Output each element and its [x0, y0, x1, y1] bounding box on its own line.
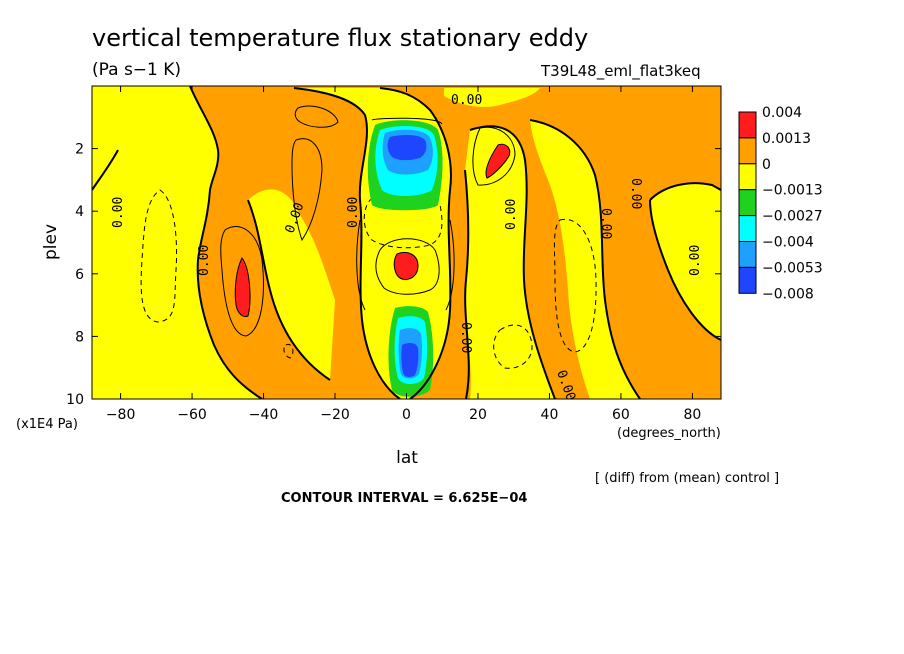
- y-tick-label: 8: [75, 329, 84, 345]
- contour-label: 0.00: [458, 322, 473, 353]
- colorbar-swatch: [738, 215, 757, 243]
- x-tick-label: 20: [469, 407, 487, 423]
- contour-label: 0.00: [688, 245, 703, 276]
- red-max-southern: [234, 257, 251, 318]
- run-label: T39L48_eml_flat3keq: [540, 62, 701, 81]
- x-tick-label: −60: [177, 407, 207, 423]
- x-axis-label: lat: [396, 448, 418, 468]
- x-tick-label: 40: [541, 407, 559, 423]
- yellow-region-west: [92, 86, 262, 399]
- y-tick-label: 6: [75, 267, 84, 283]
- contour-label: 0.00: [598, 208, 613, 239]
- colorbar-swatch: [738, 189, 757, 217]
- red-max-northern: [485, 143, 511, 179]
- colorbar-label: 0.0013: [762, 131, 811, 147]
- colorbar-label: −0.008: [762, 286, 814, 302]
- colorbar-label: −0.0013: [762, 183, 823, 199]
- orange-island-top: [294, 105, 339, 128]
- colorbar-swatch: [738, 266, 757, 294]
- y-tick-label: 2: [75, 142, 84, 158]
- positive-solid-contours: [220, 117, 516, 337]
- yellow-region-nh-mid: [465, 126, 555, 399]
- plot-area: 0.00 0.00 0.00 0.00 0.00 0.00 0.00 0.00 …: [92, 86, 721, 399]
- colorbar-label: 0: [762, 157, 771, 173]
- x-tick-label: −20: [320, 407, 350, 423]
- x-tick-label: 80: [683, 407, 701, 423]
- colorbar-swatch: [738, 111, 757, 139]
- y-axis-units: (x1E4 Pa): [16, 417, 78, 432]
- equatorial-upper-blue: [387, 135, 427, 161]
- chart-title: vertical temperature flux stationary edd…: [92, 24, 588, 52]
- colorbar-label: −0.0053: [762, 260, 823, 276]
- x-tick-label: −40: [249, 407, 279, 423]
- contour-label: 0.00: [628, 178, 643, 209]
- zero-contours: [92, 86, 721, 399]
- x-tick-label: 0: [402, 407, 411, 423]
- x-axis: −80 −60 −40 −20 0 20 40 60 80: [106, 86, 701, 423]
- y-axis: 2 4 6 8 10: [66, 142, 721, 408]
- colorbar-label: 0.004: [762, 105, 802, 121]
- y-tick-label: 4: [75, 204, 84, 220]
- contour-label: 0.00: [504, 199, 519, 230]
- contour-label: 0.00: [111, 197, 126, 228]
- contour-label: 0.00: [346, 197, 361, 228]
- red-max-equatorial: [393, 252, 419, 280]
- colorbar-swatch: [738, 163, 757, 191]
- chart-units: (Pa s−1 K): [92, 60, 181, 80]
- x-tick-label: −80: [106, 407, 136, 423]
- yellow-region-nh-high: [530, 120, 640, 399]
- yellow-region-inner-west: [248, 189, 335, 380]
- x-tick-label: 60: [612, 407, 630, 423]
- colorbar-label: −0.004: [762, 235, 814, 251]
- x-axis-units: (degrees_north): [617, 426, 721, 441]
- colorbar-swatch: [738, 137, 757, 165]
- y-tick-label: 10: [66, 392, 84, 408]
- contour-interval: CONTOUR INTERVAL = 6.625E−04: [281, 491, 527, 506]
- yellow-region-top-nh: [444, 88, 540, 107]
- contour-label: 0.00: [197, 245, 212, 276]
- y-axis-label: plev: [41, 224, 61, 260]
- colorbar-swatch: [738, 241, 757, 268]
- contour-label: 0.00: [451, 93, 482, 108]
- yellow-region-pole-nh: [650, 183, 721, 340]
- equatorial-lower-blue: [401, 343, 419, 378]
- colorbar: 0.004 0.0013 0 −0.0013 −0.0027 −0.004 −0.0053 −…: [738, 105, 823, 302]
- colorbar-label: −0.0027: [762, 209, 823, 225]
- diff-note: [ (diff) from (mean) control ]: [595, 471, 779, 486]
